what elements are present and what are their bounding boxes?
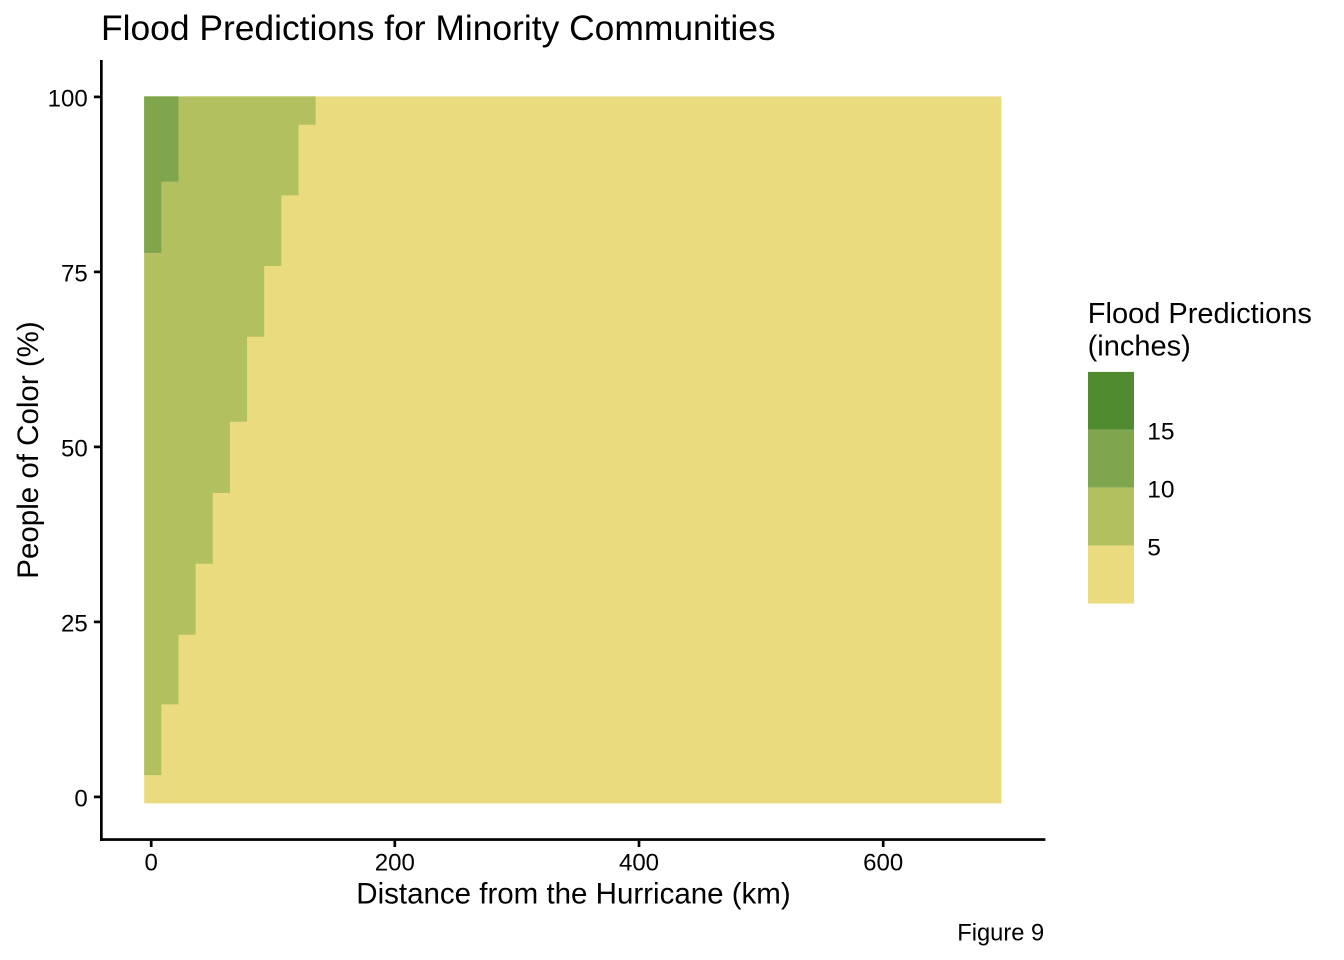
svg-text:Figure 9: Figure 9 (957, 921, 1044, 947)
svg-text:15: 15 (1147, 419, 1174, 446)
svg-text:5: 5 (1147, 534, 1161, 561)
svg-text:10: 10 (1147, 477, 1174, 504)
svg-text:Flood Predictions for Minority: Flood Predictions for Minority Communiti… (101, 8, 776, 48)
svg-text:0: 0 (145, 849, 158, 876)
svg-text:25: 25 (61, 610, 88, 637)
svg-text:0: 0 (74, 786, 87, 813)
svg-text:(inches): (inches) (1088, 331, 1191, 363)
svg-text:People of Color (%): People of Color (%) (12, 321, 45, 578)
svg-text:50: 50 (61, 435, 88, 462)
svg-text:600: 600 (863, 849, 903, 876)
svg-text:Distance from the Hurricane (k: Distance from the Hurricane (km) (356, 877, 790, 910)
svg-text:400: 400 (619, 849, 659, 876)
svg-text:Flood Predictions: Flood Predictions (1088, 298, 1312, 330)
svg-text:75: 75 (61, 260, 88, 287)
svg-text:100: 100 (48, 85, 88, 112)
svg-text:200: 200 (375, 849, 415, 876)
